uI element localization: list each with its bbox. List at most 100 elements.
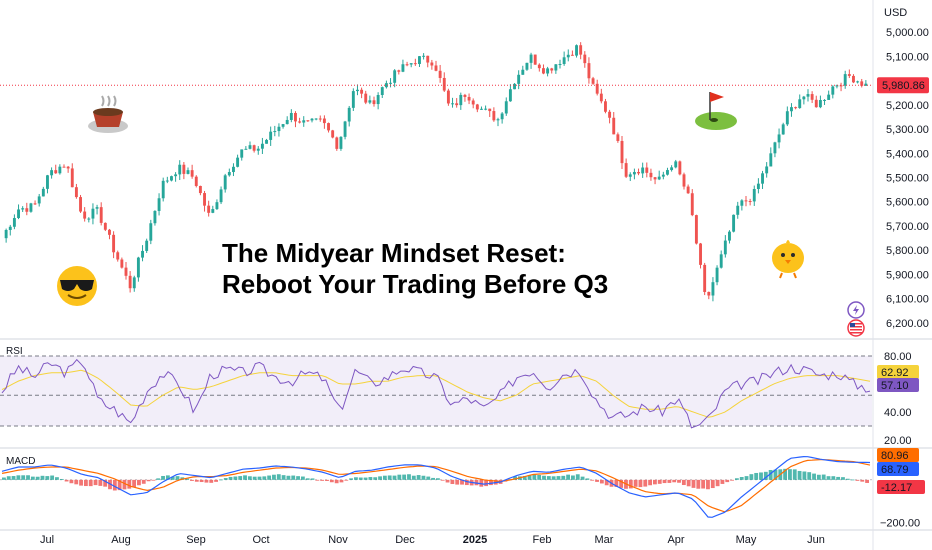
candle-body [777,134,781,143]
candle-body [165,180,169,182]
macd-hist-bar [55,477,59,480]
candle-body [645,167,649,173]
macd-hist-bar [98,479,103,486]
rsi-value-badge [877,378,919,392]
candle-body [149,223,153,241]
macd-hist-bar [40,475,45,480]
macd-hist-bar [339,479,344,483]
macd-hist-bar [320,479,325,481]
macd-hist-bar [614,479,619,487]
us-flag-canton [850,323,855,327]
time-tick-label: Apr [667,534,684,546]
candle-body [236,157,240,167]
candle-body [587,63,591,79]
candle-body [715,267,719,283]
candle-body [4,229,8,239]
candle-body [260,143,264,149]
candle-body [802,96,806,100]
macd-hist-bar [93,479,98,486]
candle-body [37,196,41,204]
macd-hist-bar [325,479,329,481]
macd-hist-bar [378,476,382,480]
macd-hist-bar [141,479,146,484]
rsi-ma-line [1,369,871,418]
candle-body [318,118,322,120]
macd-hist-bar [262,476,267,480]
macd-hist-bar [209,479,214,483]
candle-body [781,124,785,135]
macd-hist-bar [628,479,633,489]
candle-body [583,54,587,64]
candle-body [657,176,661,180]
price-tick-label: 5,200.00 [886,100,929,112]
price-tick-label: 5,900.00 [886,269,929,281]
macd-hist-bar [291,475,296,480]
candle-body [413,63,417,65]
candle-body [389,82,392,84]
candle-body [393,70,397,83]
rsi-band-fill [0,356,872,426]
candle-body [29,203,33,212]
macd-hist-bar [223,478,228,480]
macd-hist-bar [228,476,233,480]
candle-body [153,210,157,224]
candle-body [570,54,574,56]
currency-label: USD [884,7,907,19]
macd-hist-bar [431,477,435,480]
macd-hist-bar [281,475,286,480]
candle-body [847,74,851,76]
candle-body [496,119,500,121]
candle-body [339,136,343,149]
macd-hist-bar [542,475,546,480]
macd-hist-bar [233,476,238,480]
us-flag-stripe [850,326,862,328]
candle-body [174,174,178,177]
rsi-value: 57.10 [881,380,909,392]
time-tick-label: Sep [186,534,206,546]
macd-hist-bar [445,479,450,483]
time-tick-label: Oct [252,534,269,546]
macd-hist-bar [247,476,252,480]
macd-hist-bar [50,475,55,480]
candle-body [314,118,318,120]
candle-body [368,100,372,103]
candle-body [434,65,438,71]
candle-body [430,62,434,66]
time-tick-label: May [736,534,757,546]
macd-hist-bar [382,475,387,480]
candle-body [806,94,810,97]
candle-body [95,207,99,209]
candle-body [554,64,558,71]
macd-hist-bar [744,476,749,480]
macd-hist-bar [199,479,204,483]
candle-body [533,54,537,65]
macd-hist-bar [566,474,571,480]
us-flag-stripe [850,329,862,331]
candle-body [550,68,554,71]
candle-body [827,94,831,100]
macd-hist-bar [243,475,247,480]
candle-body [281,124,285,127]
macd-hist-bar [170,476,175,480]
macd-hist-bar [122,479,127,490]
macd-hist-bar [821,474,826,480]
macd-hist-bar [194,479,199,482]
candles-group [4,42,868,302]
macd-hist-bar [484,479,489,487]
macd-hist-bar [648,479,652,486]
candle-body [58,166,62,174]
candle-body [860,81,864,86]
macd-hist-bar [749,474,754,480]
candle-body [823,99,826,101]
price-tick-label: 6,200.00 [886,318,929,330]
candle-body [790,107,793,112]
macd-hist-bar [860,479,865,482]
candle-body [843,74,847,86]
macd-hist-bar [329,479,334,483]
candle-body [566,54,570,58]
candle-body [599,93,603,102]
macd-hist-bar [411,475,416,480]
macd-signal-badge [877,448,919,462]
macd-hist-bar [836,476,841,480]
